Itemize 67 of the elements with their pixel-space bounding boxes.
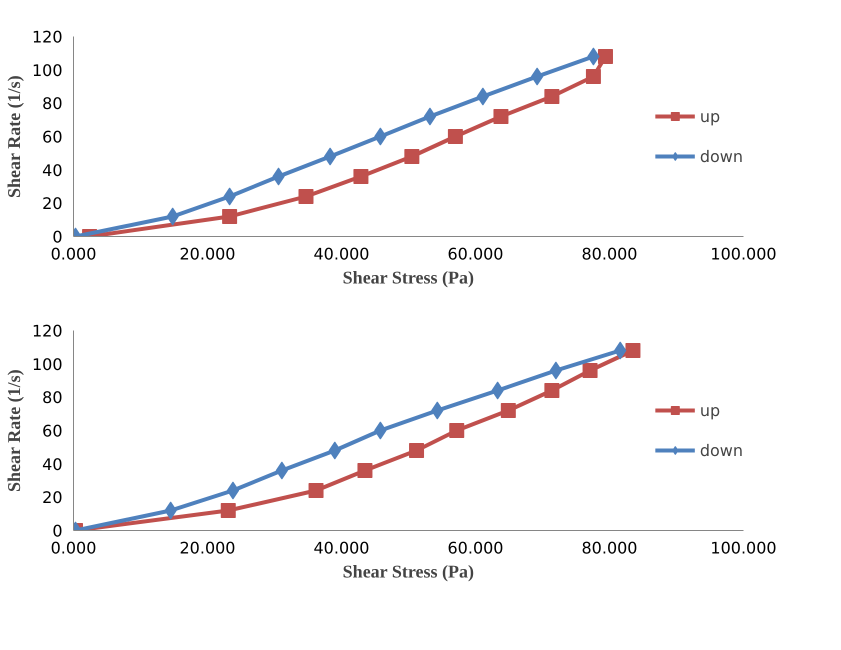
y-tick-label: 80 — [42, 94, 62, 114]
point — [598, 49, 613, 64]
x-tick-label: 60.000 — [448, 244, 504, 264]
point — [491, 382, 504, 400]
point — [500, 403, 516, 418]
x-axis-title: Shear Stress (Pa) — [342, 268, 474, 288]
point — [276, 462, 288, 480]
y-tick-label: 100 — [32, 354, 63, 374]
legend-label: down — [700, 146, 743, 166]
x-tick-label: 20.000 — [180, 244, 236, 264]
point — [404, 149, 420, 164]
y-tick-label: 60 — [42, 128, 62, 146]
point — [272, 168, 285, 186]
point — [220, 503, 236, 518]
point — [587, 48, 600, 66]
x-tick-label: 0.000 — [50, 538, 96, 558]
y-tick-label: 0 — [52, 522, 63, 540]
point — [582, 363, 598, 378]
y-tick-label: 40 — [42, 160, 62, 180]
x-tick-label: 100.000 — [710, 538, 777, 558]
point — [550, 362, 562, 380]
point — [166, 208, 179, 226]
point — [544, 89, 560, 104]
y-tick-label: 20 — [42, 488, 62, 508]
point — [530, 68, 544, 86]
y-tick-label: 120 — [32, 322, 63, 340]
y-axis-title: Shear Rate (1/s) — [4, 75, 24, 198]
point — [298, 189, 314, 204]
point — [493, 109, 508, 124]
x-tick-label: 0.000 — [50, 244, 96, 264]
point — [374, 128, 387, 146]
x-axis-title: Shear Stress (Pa) — [342, 562, 474, 582]
y-axis-title: Shear Rate (1/s) — [4, 369, 24, 492]
point — [353, 169, 368, 184]
x-tick-label: 20.000 — [180, 538, 236, 558]
x-tick-label: 80.000 — [582, 244, 638, 264]
point — [544, 383, 560, 398]
point — [424, 108, 436, 126]
y-tick-label: 0 — [52, 228, 63, 246]
point — [449, 423, 464, 438]
point — [226, 482, 240, 500]
y-tick-label: 20 — [42, 194, 62, 214]
point — [222, 209, 238, 224]
x-tick-label: 40.000 — [314, 538, 370, 558]
point — [374, 422, 387, 440]
x-tick-label: 40.000 — [314, 244, 370, 264]
point — [476, 88, 490, 106]
point — [308, 483, 324, 498]
legend-label: down — [700, 440, 743, 460]
point — [164, 502, 177, 520]
y-tick-label: 120 — [32, 28, 63, 46]
x-tick-label: 80.000 — [582, 538, 638, 558]
legend-label: up — [700, 400, 720, 420]
point — [223, 188, 236, 206]
y-tick-label: 100 — [32, 60, 63, 80]
point — [448, 129, 463, 144]
point — [625, 343, 640, 358]
x-tick-label: 60.000 — [448, 538, 504, 558]
point — [586, 69, 601, 84]
y-tick-label: 80 — [42, 388, 62, 408]
y-tick-label: 40 — [42, 454, 62, 474]
point — [409, 443, 424, 458]
point — [357, 463, 372, 478]
x-tick-label: 100.000 — [710, 244, 777, 264]
legend-label: up — [700, 106, 720, 126]
y-tick-label: 60 — [42, 422, 62, 440]
point — [324, 148, 336, 166]
